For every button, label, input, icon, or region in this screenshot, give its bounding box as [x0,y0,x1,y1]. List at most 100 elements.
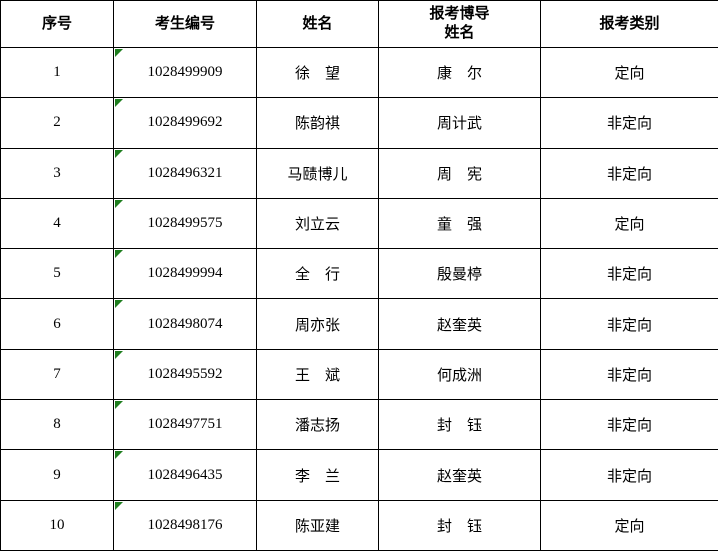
supervisor-name: 周计武 [436,116,482,133]
candidate-id-cell[interactable]: 1028498074 [113,298,257,350]
name-cell[interactable]: 徐 望 [256,46,379,99]
row-index: 7 [53,365,61,382]
candidate-id: 1028498176 [147,516,223,533]
name-cell[interactable]: 马赜博儿 [256,147,379,199]
category-cell[interactable]: 非定向 [540,248,718,300]
row-index: 1 [53,64,61,81]
supervisor-name: 何成洲 [436,367,482,384]
supervisor-name: 封 钰 [436,518,482,535]
supervisor-cell[interactable]: 赵奎英 [378,449,541,501]
supervisor-name: 殷曼楟 [436,267,482,284]
candidate-id: 1028499909 [147,64,223,81]
category-cell[interactable]: 非定向 [540,449,718,501]
supervisor-name: 康 尔 [436,66,482,83]
name-cell[interactable]: 陈韵祺 [256,97,379,149]
row-index: 2 [53,114,61,131]
application-category: 非定向 [606,317,652,334]
supervisor-name: 童 强 [436,217,482,234]
category-cell[interactable]: 定向 [540,46,718,99]
supervisor-cell[interactable]: 殷曼楟 [378,248,541,300]
category-cell[interactable]: 非定向 [540,348,718,401]
index-cell[interactable]: 5 [0,248,114,300]
index-cell[interactable]: 3 [0,147,114,199]
application-category: 非定向 [606,418,652,435]
table-row: 4 1028499575 刘立云 童 强 定向 [0,197,718,250]
supervisor-name: 赵奎英 [436,317,482,334]
application-category: 非定向 [606,166,652,183]
index-cell[interactable]: 7 [0,348,114,401]
supervisor-name: 封 钰 [436,418,482,435]
candidate-name: 潘志扬 [294,418,340,435]
supervisor-cell[interactable]: 封 钰 [378,499,541,551]
index-cell[interactable]: 1 [0,46,114,99]
application-category: 非定向 [606,116,652,133]
green-triangle-icon [115,350,123,359]
index-cell[interactable]: 9 [0,449,114,501]
index-cell[interactable]: 4 [0,197,114,250]
table-row: 10 1028498176 陈亚建 封 钰 定向 [0,499,718,551]
header-cell-category: 报考类别 [540,0,718,48]
header-cell-candidate-id: 考生编号 [113,0,257,48]
supervisor-cell[interactable]: 童 强 [378,197,541,250]
category-cell[interactable]: 定向 [540,499,718,551]
candidate-id-cell[interactable]: 1028496321 [113,147,257,199]
supervisor-name: 周 宪 [436,166,482,183]
row-index: 6 [53,315,61,332]
table-row: 2 1028499692 陈韵祺 周计武 非定向 [0,97,718,149]
table-row: 5 1028499994 全 行 殷曼楟 非定向 [0,248,718,300]
candidate-id-cell[interactable]: 1028498176 [113,499,257,551]
category-cell[interactable]: 非定向 [540,399,718,451]
candidate-name: 李 兰 [294,468,340,485]
application-category: 定向 [614,66,645,83]
candidate-name: 马赜博儿 [287,166,348,183]
category-cell[interactable]: 非定向 [540,147,718,199]
name-cell[interactable]: 陈亚建 [256,499,379,551]
candidate-id-cell[interactable]: 1028499692 [113,97,257,149]
name-cell[interactable]: 潘志扬 [256,399,379,451]
category-cell[interactable]: 非定向 [540,97,718,149]
name-cell[interactable]: 刘立云 [256,197,379,250]
green-triangle-icon [115,401,123,410]
index-cell[interactable]: 10 [0,499,114,551]
green-triangle-icon [115,501,123,510]
candidate-id: 1028495592 [147,365,223,382]
row-index: 3 [53,164,61,181]
supervisor-cell[interactable]: 周计武 [378,97,541,149]
candidate-id: 1028499692 [147,114,223,131]
name-cell[interactable]: 王 斌 [256,348,379,401]
row-index: 5 [53,265,61,282]
index-cell[interactable]: 6 [0,298,114,350]
supervisor-cell[interactable]: 康 尔 [378,46,541,99]
row-index: 9 [53,466,61,483]
category-cell[interactable]: 非定向 [540,298,718,350]
name-cell[interactable]: 李 兰 [256,449,379,501]
row-index: 4 [53,215,61,232]
table-body: 1 1028499909 徐 望 康 尔 定向 2 1028499692 陈韵祺… [0,46,718,551]
candidate-id-cell[interactable]: 1028499575 [113,197,257,250]
candidate-id-cell[interactable]: 1028499994 [113,248,257,300]
candidate-id-cell[interactable]: 1028496435 [113,449,257,501]
candidate-id-cell[interactable]: 1028499909 [113,46,257,99]
supervisor-cell[interactable]: 何成洲 [378,348,541,401]
supervisor-cell[interactable]: 赵奎英 [378,298,541,350]
candidate-id-cell[interactable]: 1028495592 [113,348,257,401]
supervisor-name: 赵奎英 [436,468,482,485]
header-cell-index: 序号 [0,0,114,48]
category-cell[interactable]: 定向 [540,197,718,250]
index-cell[interactable]: 2 [0,97,114,149]
candidate-id-cell[interactable]: 1028497751 [113,399,257,451]
candidate-name: 陈亚建 [294,518,340,535]
index-cell[interactable]: 8 [0,399,114,451]
green-triangle-icon [115,199,123,208]
candidate-id: 1028498074 [147,315,223,332]
supervisor-cell[interactable]: 周 宪 [378,147,541,199]
name-cell[interactable]: 全 行 [256,248,379,300]
supervisor-cell[interactable]: 封 钰 [378,399,541,451]
application-category: 非定向 [606,468,652,485]
row-index: 10 [49,516,65,533]
table-row: 9 1028496435 李 兰 赵奎英 非定向 [0,449,718,501]
candidate-id: 1028499575 [147,215,223,232]
table-row: 6 1028498074 周亦张 赵奎英 非定向 [0,298,718,350]
table-row: 3 1028496321 马赜博儿 周 宪 非定向 [0,147,718,199]
name-cell[interactable]: 周亦张 [256,298,379,350]
